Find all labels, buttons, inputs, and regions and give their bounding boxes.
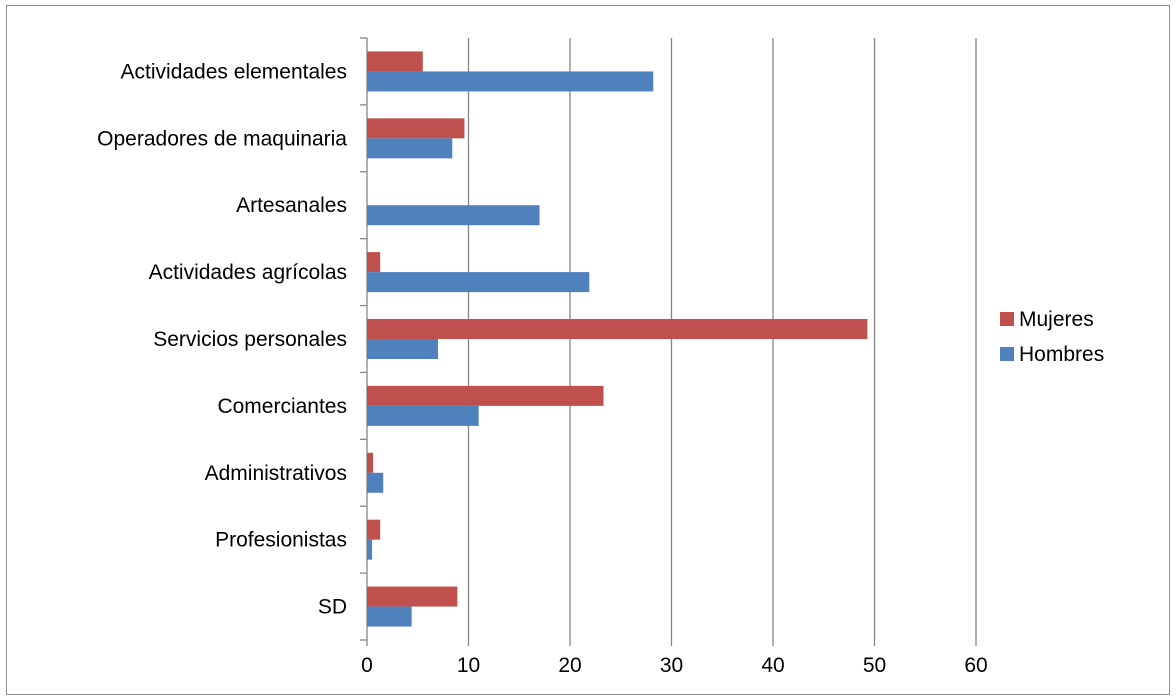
category-label: Operadores de maquinaria	[97, 127, 347, 150]
category-label: Actividades elementales	[121, 60, 347, 83]
bar-mujeres	[367, 319, 868, 339]
x-tick-label: 50	[863, 654, 886, 677]
category-label: Actividades agrícolas	[149, 261, 347, 284]
bar-mujeres	[367, 118, 465, 139]
legend-label-mujeres: Mujeres	[1019, 308, 1094, 331]
bar-mujeres	[367, 51, 423, 72]
category-label: SD	[318, 596, 347, 619]
bar-hombres	[367, 405, 479, 426]
x-tick-label: 60	[964, 654, 987, 677]
bar-mujeres	[367, 252, 381, 273]
bar-mujeres	[367, 452, 374, 473]
category-label: Administrativos	[205, 462, 347, 485]
legend-label-hombres: Hombres	[1019, 343, 1104, 366]
chart-frame: Actividades elementales Operadores de maq…	[6, 5, 1170, 695]
legend-swatch-hombres	[1000, 347, 1014, 361]
category-label: Artesanales	[236, 194, 347, 217]
bar-hombres	[367, 472, 384, 493]
category-label: Comerciantes	[217, 395, 347, 418]
bar-mujeres	[367, 586, 458, 607]
bar-chart: Actividades elementales Operadores de maq…	[97, 37, 1104, 677]
bar-mujeres	[367, 519, 381, 540]
legend-swatch-mujeres	[1000, 312, 1014, 326]
x-tick-label: 30	[660, 654, 683, 677]
bar-hombres	[367, 272, 590, 293]
bar-hombres	[367, 71, 654, 92]
category-label: Profesionistas	[215, 529, 347, 552]
bar-hombres	[367, 339, 439, 359]
x-tick-label: 10	[457, 654, 480, 677]
bar-mujeres	[367, 385, 604, 406]
bar-hombres	[367, 606, 412, 627]
bar-hombres	[367, 205, 540, 226]
x-tick-label: 20	[558, 654, 581, 677]
x-tick-label: 40	[761, 654, 784, 677]
x-tick-label: 0	[361, 654, 373, 677]
category-label: Servicios personales	[153, 328, 347, 351]
bar-hombres	[367, 539, 373, 560]
bar-hombres	[367, 138, 453, 159]
